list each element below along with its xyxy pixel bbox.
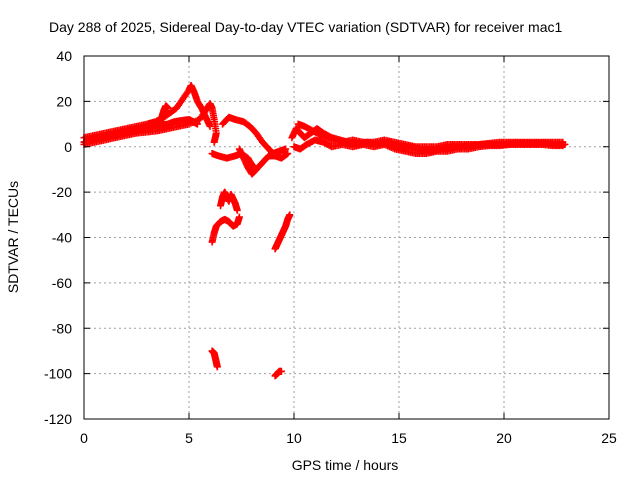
x-tick-label: 20 — [496, 430, 512, 446]
y-tick-label: -100 — [44, 366, 72, 382]
x-tick-label: 5 — [185, 430, 193, 446]
x-tick-label: 25 — [601, 430, 617, 446]
data-point — [277, 367, 285, 375]
x-axis-label: GPS time / hours — [292, 457, 399, 473]
x-tick-label: 10 — [286, 430, 302, 446]
series-cluster-minus35 — [208, 213, 243, 246]
series-cluster-minus40 — [271, 211, 294, 253]
x-tick-label: 0 — [80, 430, 88, 446]
data-point — [284, 150, 292, 158]
data-point — [235, 213, 243, 221]
data-point — [282, 145, 290, 153]
y-tick-label: -20 — [52, 184, 72, 200]
series-early-rise-lower — [80, 100, 220, 148]
y-tick-label: 40 — [56, 48, 72, 64]
y-tick-label: -120 — [44, 411, 72, 427]
series-wave-7-9h — [219, 113, 290, 158]
data-point — [559, 138, 567, 146]
data-point — [210, 138, 218, 146]
data-point — [213, 363, 221, 371]
chart-title: Day 288 of 2025, Sidereal Day-to-day VTE… — [49, 19, 562, 35]
series-cluster-minus95 — [208, 347, 221, 371]
y-tick-label: -40 — [52, 230, 72, 246]
series-spike-4h — [156, 102, 172, 128]
data-points — [80, 81, 569, 380]
data-point — [286, 211, 294, 219]
y-tick-label: -60 — [52, 275, 72, 291]
series-post-10h-upper — [294, 120, 567, 151]
y-tick-label: 20 — [56, 93, 72, 109]
y-tick-label: -80 — [52, 320, 72, 336]
data-point — [164, 104, 172, 112]
data-point — [233, 206, 241, 214]
series-cluster-minus100 — [271, 367, 285, 380]
series-dip-8h — [235, 145, 292, 178]
y-axis-label: SDTVAR / TECUs — [5, 181, 21, 293]
series-cluster-minus20 — [217, 188, 241, 214]
y-tick-label: 0 — [64, 139, 72, 155]
axes: 0 5 10 15 20 25 -120 -100 -80 -60 -40 -20 0 20 40 — [44, 48, 617, 446]
x-tick-label: 15 — [391, 430, 407, 446]
